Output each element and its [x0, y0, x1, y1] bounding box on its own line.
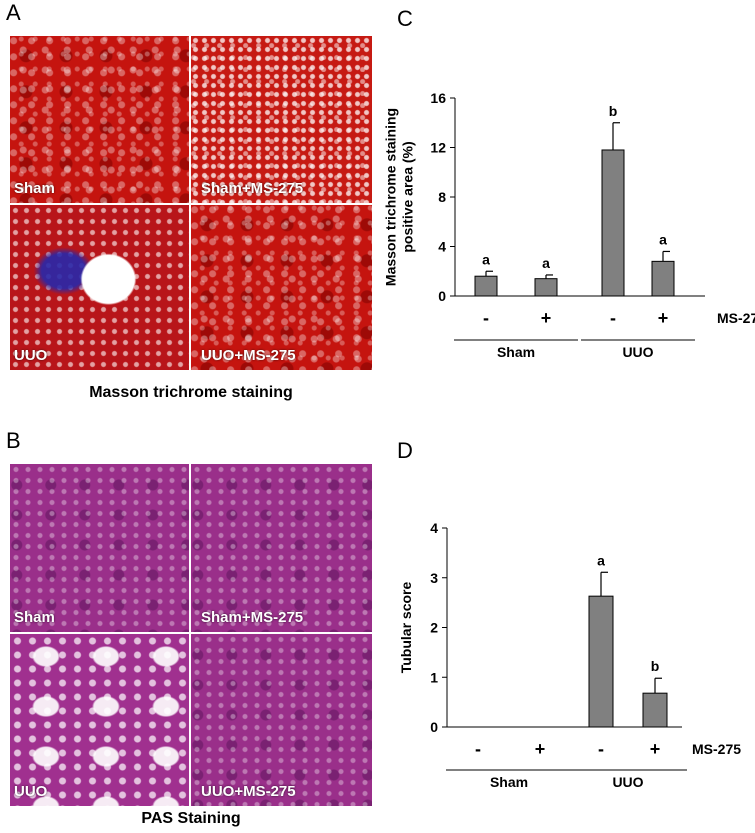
pas-micrograph-grid: Sham Sham+MS-275 UUO UUO+MS-275	[10, 464, 372, 806]
masson-micrograph-grid: Sham Sham+MS-275 UUO UUO+MS-275	[10, 36, 372, 370]
bar	[601, 149, 625, 297]
y-tick-label: 4	[438, 239, 446, 255]
micrograph-pas-sham: Sham	[10, 464, 189, 632]
caption-pas: PAS Staining	[141, 810, 241, 827]
significance-letter: a	[597, 552, 605, 568]
group-label: Sham	[490, 774, 528, 790]
y-axis-title: Tubular score	[398, 582, 414, 674]
y-axis-title: positive area (%)	[400, 141, 416, 252]
category-label: +	[535, 739, 546, 759]
tile-label-uuo-ms275: UUO+MS-275	[201, 347, 296, 364]
micrograph-uuo-ms275: UUO+MS-275	[191, 205, 372, 370]
tile-label-sham: Sham	[14, 180, 55, 197]
category-label: +	[541, 308, 552, 328]
category-label: -	[483, 308, 489, 328]
category-label: -	[610, 308, 616, 328]
micrograph-pas-uuo-ms275: UUO+MS-275	[191, 634, 372, 806]
panel-letter-d: D	[397, 438, 413, 463]
bar	[474, 275, 498, 297]
group-label: UUO	[622, 344, 653, 360]
micrograph-uuo: UUO	[10, 205, 189, 370]
tile-label-sham-ms275: Sham+MS-275	[201, 180, 304, 197]
y-tick-label: 16	[430, 90, 446, 106]
group-label: UUO	[612, 774, 643, 790]
bar	[651, 260, 675, 297]
group-label: Sham	[497, 344, 535, 360]
y-tick-label: 4	[430, 520, 438, 536]
tile-label-pas-sham: Sham	[14, 609, 55, 626]
y-tick-label: 2	[430, 620, 438, 636]
bar	[534, 278, 558, 297]
y-tick-label: 12	[430, 140, 446, 156]
chart-d: 0 1 2 3 4 Tubular score - + a - b + MS-275 Sham UUO	[398, 520, 741, 790]
tile-label-pas-sham-ms275: Sham+MS-275	[201, 609, 304, 626]
y-axis-title: Masson trichrome staining	[383, 108, 399, 286]
bar	[588, 595, 614, 728]
panel-letter-c: C	[397, 6, 413, 31]
category-label: -	[598, 739, 604, 759]
chart-c: 0 4 8 12 16 Masson trichrome staining positive…	[383, 90, 755, 360]
panel-letter-a: A	[6, 0, 21, 25]
significance-letter: b	[651, 658, 660, 674]
bar	[642, 692, 668, 728]
y-tick-label: 0	[430, 719, 438, 735]
treatment-label: MS-275	[692, 741, 741, 757]
significance-letter: b	[609, 103, 618, 119]
y-tick-label: 0	[438, 288, 446, 304]
tile-label-pas-uuo-ms275: UUO+MS-275	[201, 783, 296, 800]
micrograph-pas-uuo: UUO	[10, 634, 189, 806]
y-tick-label: 8	[438, 189, 446, 205]
y-tick-label: 1	[430, 669, 438, 685]
significance-letter: a	[482, 251, 490, 267]
tile-label-uuo: UUO	[14, 347, 48, 364]
category-label: -	[475, 739, 481, 759]
treatment-label: MS-275	[717, 310, 755, 326]
micrograph-sham-ms275: Sham+MS-275	[191, 36, 372, 203]
category-label: +	[658, 308, 669, 328]
tile-label-pas-uuo: UUO	[14, 783, 48, 800]
category-label: +	[650, 739, 661, 759]
micrograph-pas-sham-ms275: Sham+MS-275	[191, 464, 372, 632]
significance-letter: a	[542, 255, 550, 271]
caption-masson: Masson trichrome staining	[89, 384, 293, 401]
panel-letter-b: B	[6, 428, 21, 453]
significance-letter: a	[659, 231, 667, 247]
micrograph-sham: Sham	[10, 36, 189, 203]
y-tick-label: 3	[430, 570, 438, 586]
